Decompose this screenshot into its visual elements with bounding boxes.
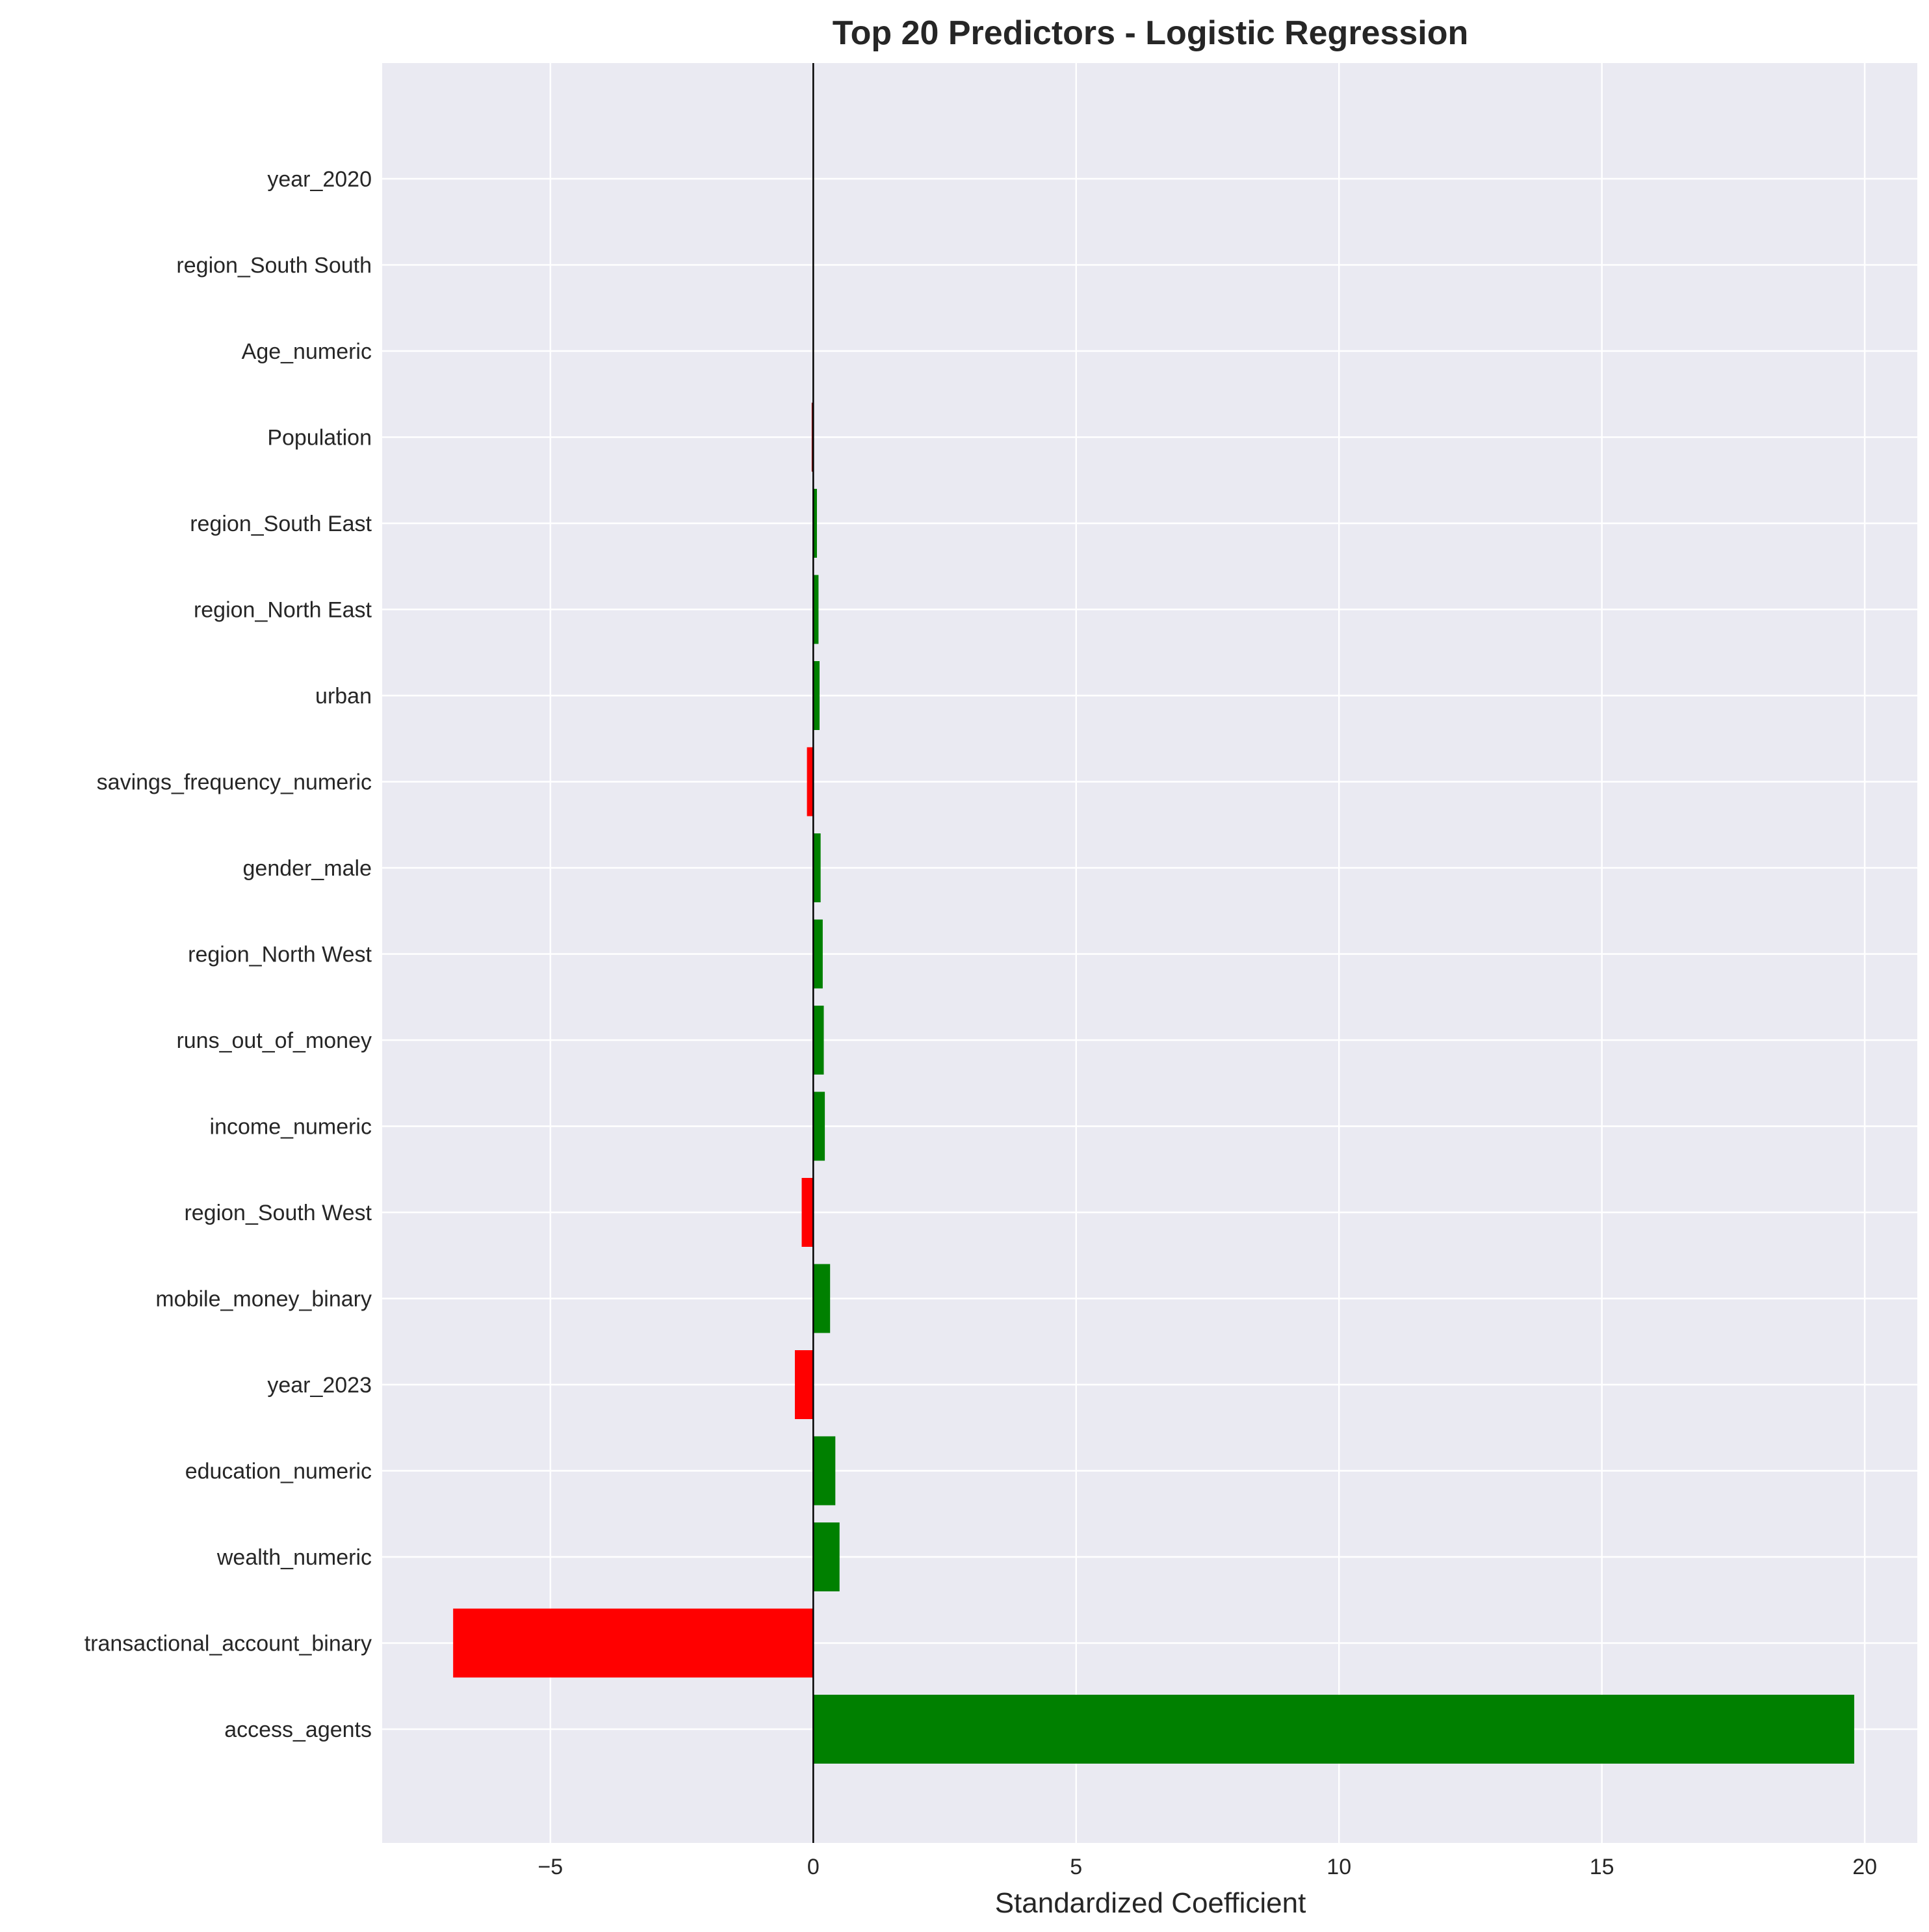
x-tick-label: −5 xyxy=(537,1855,563,1879)
bar xyxy=(794,1350,814,1419)
y-tick-label: region_South South xyxy=(176,254,372,278)
x-tick-label: 10 xyxy=(1327,1855,1351,1879)
y-tick-label: region_North West xyxy=(188,943,372,967)
y-tick-label: year_2023 xyxy=(267,1373,372,1398)
bar xyxy=(813,833,821,902)
bar xyxy=(813,1522,840,1591)
x-axis-label: Standardized Coefficient xyxy=(995,1887,1306,1919)
bar xyxy=(813,1264,831,1333)
bar xyxy=(813,1091,825,1161)
y-tick-label: savings_frequency_numeric xyxy=(97,770,372,795)
y-tick-label: urban xyxy=(315,684,372,709)
x-tick-label: 20 xyxy=(1852,1855,1877,1879)
y-tick-labels: access_agents transactional_account_binar… xyxy=(84,167,372,1742)
y-tick-label: region_North East xyxy=(194,598,372,623)
bar xyxy=(813,661,820,730)
chart-title: Top 20 Predictors - Logistic Regression xyxy=(833,14,1469,52)
bar xyxy=(813,919,823,989)
x-tick-labels: −5 0 5 10 15 20 xyxy=(537,1855,1877,1879)
y-tick-label: transactional_account_binary xyxy=(84,1632,372,1656)
y-tick-label: income_numeric xyxy=(210,1115,372,1140)
x-tick-label: 5 xyxy=(1070,1855,1082,1879)
y-tick-label: gender_male xyxy=(243,856,372,881)
y-tick-label: access_agents xyxy=(224,1717,372,1742)
horizontal-gridlines xyxy=(382,177,1917,1730)
y-tick-label: runs_out_of_money xyxy=(176,1028,372,1053)
y-tick-label: region_South West xyxy=(184,1201,372,1225)
x-tick-label: 0 xyxy=(807,1855,820,1879)
bar xyxy=(813,1006,824,1075)
plot-area xyxy=(382,63,1917,1843)
bar xyxy=(813,1695,1854,1764)
y-tick-label: year_2020 xyxy=(267,167,372,192)
bar xyxy=(801,1178,814,1247)
bar xyxy=(453,1608,814,1678)
y-tick-label: Age_numeric xyxy=(242,339,372,364)
y-tick-label: wealth_numeric xyxy=(216,1545,372,1570)
bar xyxy=(807,747,814,816)
bar xyxy=(813,1436,836,1506)
bar xyxy=(813,575,819,644)
x-tick-label: 15 xyxy=(1590,1855,1614,1879)
y-tick-label: education_numeric xyxy=(185,1459,372,1484)
bar xyxy=(813,489,817,558)
bars xyxy=(453,402,1854,1764)
y-tick-label: Population xyxy=(267,426,372,450)
y-tick-label: mobile_money_binary xyxy=(155,1287,372,1312)
y-tick-label: region_South East xyxy=(190,512,372,536)
